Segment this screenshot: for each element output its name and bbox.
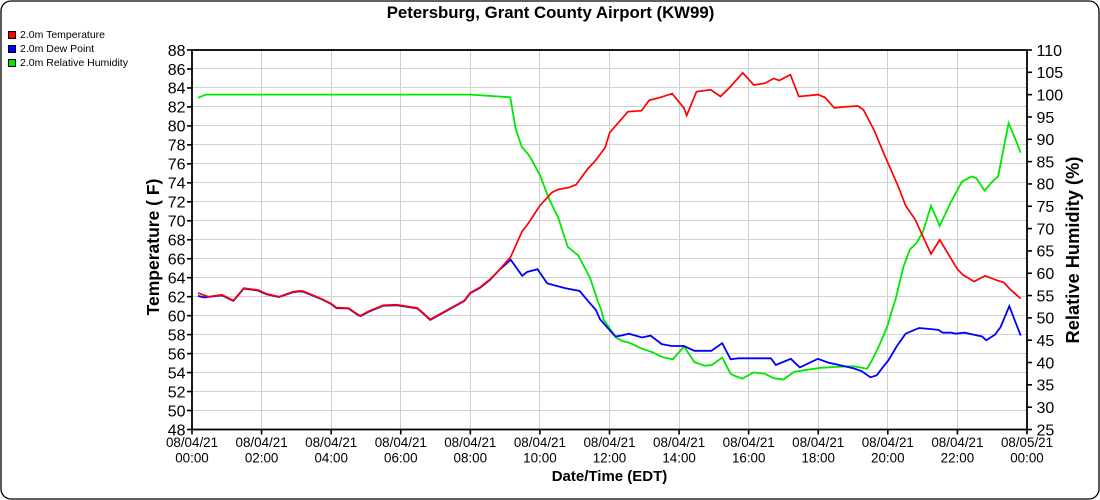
svg-text:2.0m Relative Humidity: 2.0m Relative Humidity	[20, 57, 129, 69]
svg-text:78: 78	[168, 138, 186, 155]
svg-text:Temperature ( F): Temperature ( F)	[143, 179, 163, 316]
svg-text:2.0m Temperature: 2.0m Temperature	[20, 29, 105, 41]
svg-text:08/04/21: 08/04/21	[583, 435, 635, 450]
svg-text:66: 66	[168, 252, 186, 269]
svg-text:80: 80	[1037, 177, 1055, 194]
svg-text:82: 82	[168, 100, 186, 117]
svg-text:14:00: 14:00	[662, 450, 696, 465]
svg-text:40: 40	[1037, 355, 1055, 372]
svg-text:08/05/21: 08/05/21	[1001, 435, 1053, 450]
svg-text:85: 85	[1037, 154, 1055, 171]
svg-text:68: 68	[168, 233, 186, 250]
svg-text:Date/Time (EDT): Date/Time (EDT)	[552, 468, 668, 485]
svg-text:60: 60	[1037, 266, 1055, 283]
svg-text:08/04/21: 08/04/21	[931, 435, 983, 450]
svg-text:08:00: 08:00	[454, 450, 488, 465]
svg-text:16:00: 16:00	[732, 450, 766, 465]
svg-text:00:00: 00:00	[175, 450, 209, 465]
svg-text:95: 95	[1037, 110, 1055, 127]
svg-text:52: 52	[168, 384, 186, 401]
svg-text:18:00: 18:00	[801, 450, 835, 465]
svg-text:45: 45	[1037, 333, 1055, 350]
svg-text:65: 65	[1037, 244, 1055, 261]
svg-text:84: 84	[168, 81, 186, 98]
svg-text:Relative Humidity (%): Relative Humidity (%)	[1062, 157, 1083, 344]
svg-text:54: 54	[168, 365, 186, 382]
svg-text:35: 35	[1037, 378, 1055, 395]
svg-text:08/04/21: 08/04/21	[375, 435, 427, 450]
svg-text:70: 70	[168, 214, 186, 231]
svg-text:22:00: 22:00	[941, 450, 975, 465]
svg-text:50: 50	[168, 403, 186, 420]
svg-text:76: 76	[168, 157, 186, 174]
svg-text:55: 55	[1037, 288, 1055, 305]
svg-text:62: 62	[168, 290, 186, 307]
svg-text:2.0m Dew Point: 2.0m Dew Point	[20, 43, 94, 55]
svg-text:100: 100	[1037, 87, 1064, 104]
svg-text:12:00: 12:00	[593, 450, 627, 465]
svg-text:08/04/21: 08/04/21	[653, 435, 705, 450]
svg-text:75: 75	[1037, 199, 1055, 216]
svg-text:90: 90	[1037, 132, 1055, 149]
svg-text:10:00: 10:00	[523, 450, 557, 465]
svg-text:64: 64	[168, 271, 186, 288]
svg-text:04:00: 04:00	[314, 450, 348, 465]
svg-text:08/04/21: 08/04/21	[862, 435, 914, 450]
svg-text:105: 105	[1037, 65, 1064, 82]
svg-text:08/04/21: 08/04/21	[236, 435, 288, 450]
svg-text:06:00: 06:00	[384, 450, 418, 465]
svg-text:72: 72	[168, 195, 186, 212]
svg-text:74: 74	[168, 176, 186, 193]
svg-text:08/04/21: 08/04/21	[444, 435, 496, 450]
svg-text:08/04/21: 08/04/21	[723, 435, 775, 450]
svg-text:08/04/21: 08/04/21	[305, 435, 357, 450]
svg-text:Petersburg, Grant County Airpo: Petersburg, Grant County Airport (KW99)	[387, 3, 715, 22]
svg-text:48: 48	[168, 422, 186, 439]
svg-text:58: 58	[168, 327, 186, 344]
svg-text:88: 88	[168, 43, 186, 60]
svg-text:20:00: 20:00	[871, 450, 905, 465]
svg-text:50: 50	[1037, 311, 1055, 328]
svg-text:110: 110	[1037, 43, 1063, 60]
svg-text:08/04/21: 08/04/21	[166, 435, 218, 450]
svg-text:08/04/21: 08/04/21	[514, 435, 566, 450]
svg-text:60: 60	[168, 308, 186, 325]
svg-text:86: 86	[168, 62, 186, 79]
svg-text:30: 30	[1037, 400, 1055, 417]
svg-text:25: 25	[1037, 422, 1055, 439]
svg-text:00:00: 00:00	[1010, 450, 1044, 465]
svg-text:56: 56	[168, 346, 186, 363]
svg-text:02:00: 02:00	[245, 450, 279, 465]
svg-text:08/04/21: 08/04/21	[792, 435, 844, 450]
svg-text:80: 80	[168, 119, 186, 136]
svg-text:70: 70	[1037, 221, 1055, 238]
